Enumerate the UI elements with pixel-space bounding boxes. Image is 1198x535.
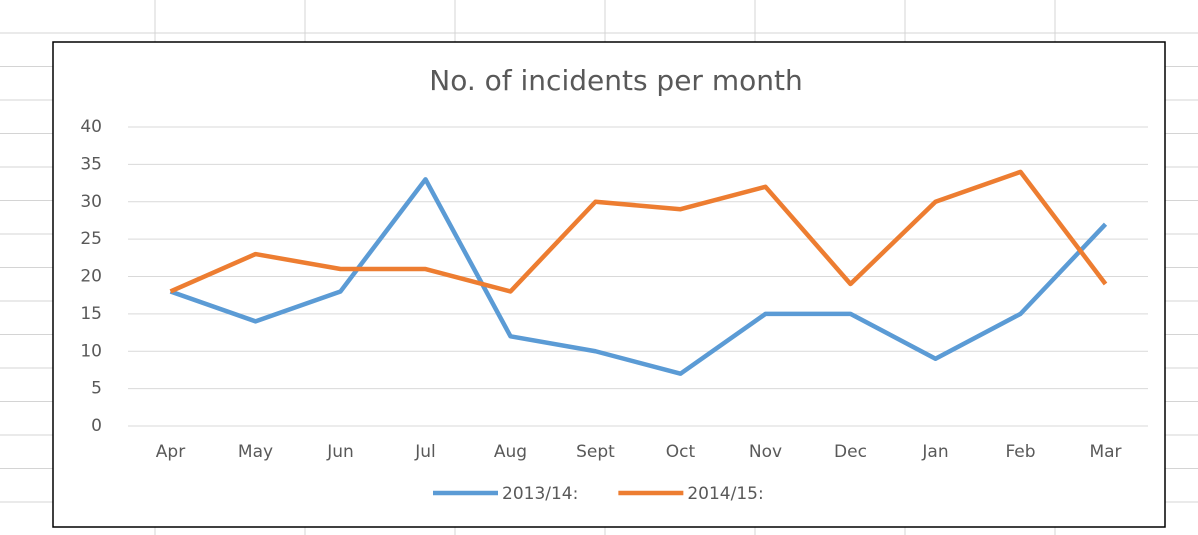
legend-label: 2013/14: <box>502 484 578 504</box>
y-tick-label: 15 <box>80 304 102 324</box>
y-tick-label: 30 <box>80 192 102 212</box>
y-tick-label: 20 <box>80 267 102 287</box>
x-tick-label: Oct <box>666 442 696 462</box>
chart-frame <box>52 41 1166 528</box>
x-tick-label: Feb <box>1005 442 1035 462</box>
y-tick-label: 0 <box>91 416 102 436</box>
y-tick-label: 25 <box>80 229 102 249</box>
chart-title: No. of incidents per month <box>429 64 802 97</box>
y-tick-label: 35 <box>80 154 102 174</box>
x-tick-label: Aug <box>494 442 527 462</box>
legend-label: 2014/15: <box>687 484 763 504</box>
x-tick-label: Jun <box>326 442 354 462</box>
x-tick-label: Dec <box>834 442 867 462</box>
y-tick-label: 5 <box>91 379 102 399</box>
y-tick-label: 10 <box>80 341 102 361</box>
x-tick-label: May <box>238 442 273 462</box>
series-line <box>169 177 1108 376</box>
x-tick-label: Jan <box>921 442 948 462</box>
y-tick-label: 40 <box>80 117 102 137</box>
x-tick-label: Mar <box>1089 442 1121 462</box>
x-tick-label: Nov <box>749 442 782 462</box>
x-tick-label: Apr <box>156 442 185 462</box>
x-tick-label: Jul <box>414 442 436 462</box>
series-line <box>169 169 1108 294</box>
x-tick-label: Sept <box>576 442 615 462</box>
